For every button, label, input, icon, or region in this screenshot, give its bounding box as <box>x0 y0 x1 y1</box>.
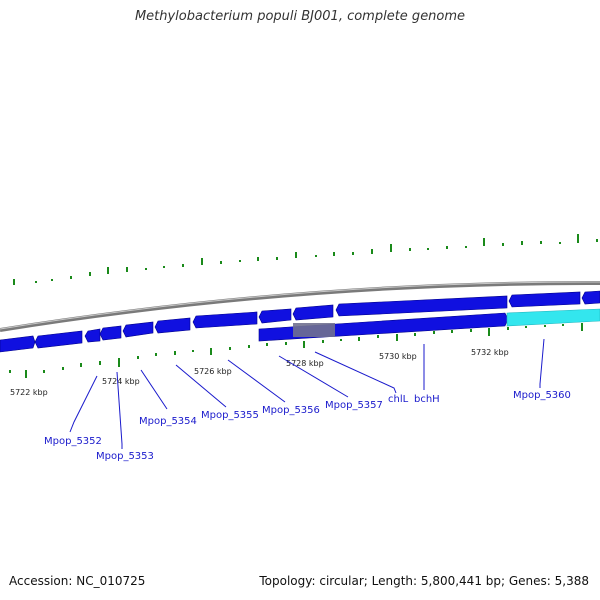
label-leaders <box>69 338 545 449</box>
gene-label[interactable]: Mpop_5354 <box>139 416 197 427</box>
genome-backbone <box>0 280 600 332</box>
tick-label: 5722 kbp <box>10 388 48 397</box>
scale-labels: 5722 kbp 5724 kbp 5726 kbp 5728 kbp 5730… <box>10 348 509 397</box>
tick-label: 5726 kbp <box>194 367 232 376</box>
genome-backbone-highlight <box>0 281 600 330</box>
gene-arrow[interactable] <box>192 311 258 329</box>
selection-overlay <box>293 323 335 337</box>
gene-arrow[interactable] <box>122 321 154 338</box>
gene-arrow-highlight[interactable] <box>506 308 600 327</box>
gene-arrow[interactable] <box>0 335 36 353</box>
gene-label[interactable]: chlL <box>388 394 409 405</box>
gene-arrow[interactable] <box>154 317 191 334</box>
gene-arrow[interactable] <box>335 295 508 317</box>
gene-label[interactable]: Mpop_5360 <box>513 390 571 401</box>
gene-label[interactable]: Mpop_5355 <box>201 410 259 421</box>
gene-label[interactable]: Mpop_5352 <box>44 436 102 447</box>
gene-arrow[interactable] <box>84 328 101 343</box>
genome-summary-text: Topology: circular; Length: 5,800,441 bp… <box>259 574 589 588</box>
accession-text: Accession: NC_010725 <box>9 574 146 588</box>
tick-label: 5732 kbp <box>471 348 509 357</box>
gene-label[interactable]: Mpop_5356 <box>262 405 320 416</box>
gene-arrow[interactable] <box>99 325 122 341</box>
gene-arrow[interactable] <box>508 291 581 308</box>
map-title: Methylobacterium populi BJ001, complete … <box>134 9 466 24</box>
gc-marks-outer <box>13 234 598 285</box>
reverse-strand-genes <box>258 308 600 342</box>
gene-labels: Mpop_5352 Mpop_5353 Mpop_5354 Mpop_5355 … <box>44 390 571 462</box>
gc-marks-inner <box>9 323 583 378</box>
forward-strand-genes <box>0 290 600 353</box>
tick-label: 5728 kbp <box>286 359 324 368</box>
gene-arrow[interactable] <box>34 330 83 349</box>
gene-label[interactable]: Mpop_5353 <box>96 451 154 462</box>
gene-label[interactable]: Mpop_5357 <box>325 400 383 411</box>
gene-arrow[interactable] <box>292 304 334 321</box>
tick-label: 5730 kbp <box>379 352 417 361</box>
gene-arrow[interactable] <box>581 290 600 305</box>
gene-label[interactable]: bchH <box>414 394 440 405</box>
tick-label: 5724 kbp <box>102 377 140 386</box>
gene-arrow[interactable] <box>258 308 292 324</box>
